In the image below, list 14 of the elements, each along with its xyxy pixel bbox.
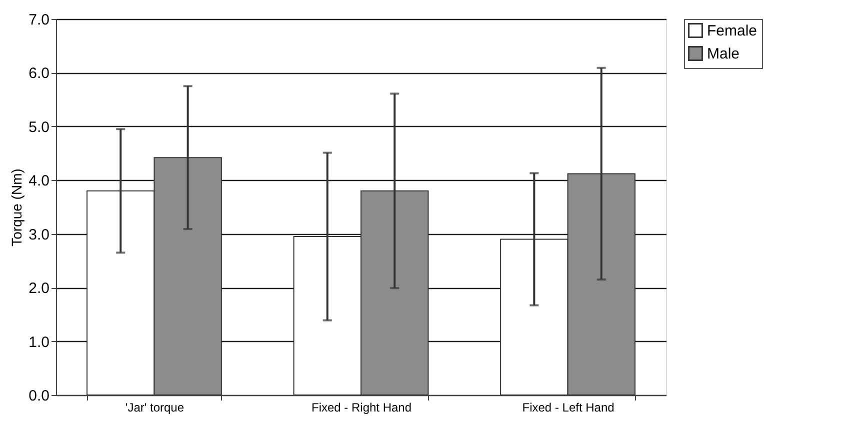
legend-label: Male xyxy=(707,46,740,62)
y-tick-label: 6.0 xyxy=(28,65,50,82)
x-tick-label: Fixed - Right Hand xyxy=(311,400,412,414)
x-tick-label: 'Jar' torque xyxy=(125,400,184,414)
y-tick-label: 4.0 xyxy=(28,172,50,190)
y-tick-label: 2.0 xyxy=(28,280,50,298)
y-tick-label: 7.0 xyxy=(28,12,50,28)
y-axis-title: Torque (Nm) xyxy=(8,168,25,246)
y-tick-label: 5.0 xyxy=(28,118,50,136)
y-tick-label: 0.0 xyxy=(28,388,50,404)
legend-label: Female xyxy=(707,22,758,40)
y-tick-label: 1.0 xyxy=(28,334,50,351)
y-tick-label: 3.0 xyxy=(28,226,50,244)
x-tick-label: Fixed - Left Hand xyxy=(522,400,614,414)
